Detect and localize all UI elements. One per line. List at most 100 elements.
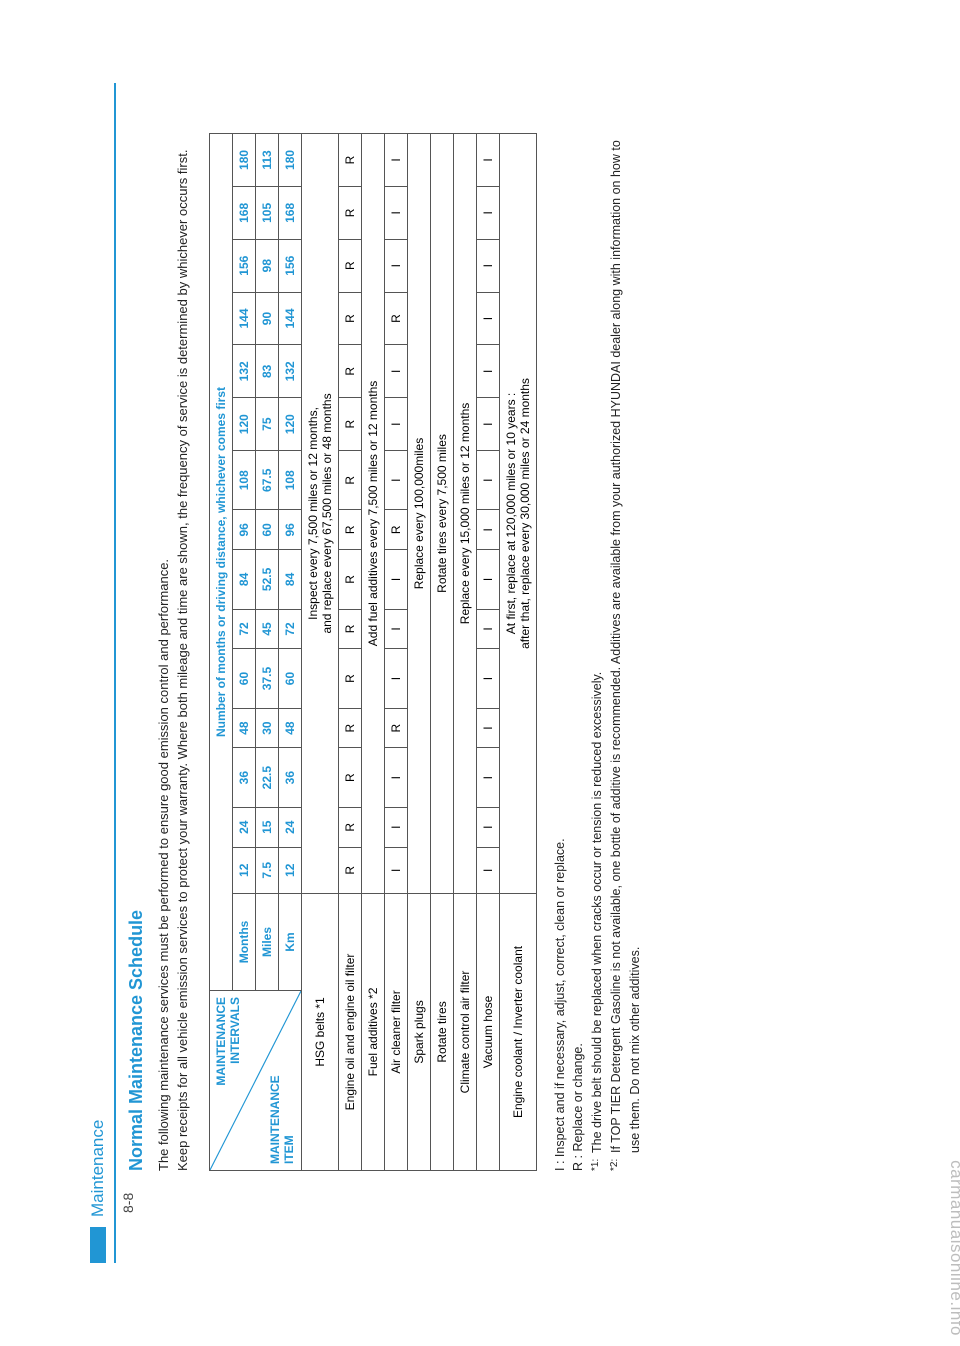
footnote-1: *1: The drive belt should be replaced wh… bbox=[588, 133, 607, 1171]
cell: I bbox=[476, 510, 499, 550]
cell: I bbox=[476, 134, 499, 187]
cell: I bbox=[384, 847, 407, 893]
cell: R bbox=[338, 239, 361, 292]
footnote-2-sup: *2: bbox=[607, 1153, 645, 1171]
hdr-months-13: 168 bbox=[232, 186, 255, 239]
maintenance-item: Climate control air filter bbox=[453, 893, 476, 1170]
hdr-months-11: 144 bbox=[232, 292, 255, 345]
hdr-miles-2: 22.5 bbox=[255, 748, 278, 807]
table-row: Climate control air filterReplace every … bbox=[453, 134, 476, 1171]
hdr-km-10: 132 bbox=[278, 345, 301, 398]
cell: R bbox=[338, 609, 361, 649]
footnote-2: *2: If TOP TIER Detergent Gasoline is no… bbox=[607, 133, 645, 1171]
cell: R bbox=[338, 748, 361, 807]
hdr-miles-14: 113 bbox=[255, 134, 278, 187]
hdr-km-3: 48 bbox=[278, 708, 301, 748]
row-span-text: Replace every 100,000miles bbox=[407, 134, 430, 894]
cell: R bbox=[338, 708, 361, 748]
cell: I bbox=[476, 398, 499, 451]
maintenance-item: Vacuum hose bbox=[476, 893, 499, 1170]
cell: I bbox=[384, 807, 407, 847]
hdr-km-7: 96 bbox=[278, 510, 301, 550]
hdr-miles-9: 75 bbox=[255, 398, 278, 451]
cell: I bbox=[476, 807, 499, 847]
hdr-miles-1: 15 bbox=[255, 807, 278, 847]
hdr-km-8: 108 bbox=[278, 451, 301, 510]
cell: R bbox=[338, 550, 361, 609]
intro-line-1: The following maintenance services must … bbox=[156, 559, 171, 1171]
hdr-miles-0: 7.5 bbox=[255, 847, 278, 893]
hdr-miles-11: 90 bbox=[255, 292, 278, 345]
maintenance-item: HSG belts *1 bbox=[301, 893, 338, 1170]
footnote-2-text: If TOP TIER Detergent Gasoline is not av… bbox=[607, 133, 645, 1153]
cell: R bbox=[338, 807, 361, 847]
cell: R bbox=[338, 345, 361, 398]
cell: R bbox=[338, 510, 361, 550]
cell: R bbox=[338, 451, 361, 510]
hdr-km-1: 24 bbox=[278, 807, 301, 847]
cell: I bbox=[384, 186, 407, 239]
cell: I bbox=[384, 398, 407, 451]
maintenance-item: Rotate tires bbox=[430, 893, 453, 1170]
hdr-months-10: 132 bbox=[232, 345, 255, 398]
row-span-text: Rotate tires every 7,500 miles bbox=[430, 134, 453, 894]
maintenance-item: Fuel additives *2 bbox=[361, 893, 384, 1170]
cell: I bbox=[384, 239, 407, 292]
header-title: Maintenance bbox=[88, 1120, 108, 1217]
cell: R bbox=[338, 398, 361, 451]
hdr-months-9: 120 bbox=[232, 398, 255, 451]
watermark: carmanualsonline.info bbox=[946, 1160, 960, 1336]
page-header: Maintenance bbox=[80, 83, 116, 1263]
unit-label-months: Months bbox=[232, 893, 255, 990]
table-row: Engine coolant / Inverter coolantAt firs… bbox=[499, 134, 536, 1171]
super-header: Number of months or driving distance, wh… bbox=[209, 134, 232, 991]
cell: R bbox=[384, 708, 407, 748]
row-span-text: Add fuel additives every 7,500 miles or … bbox=[361, 134, 384, 894]
hdr-km-14: 180 bbox=[278, 134, 301, 187]
hdr-miles-5: 45 bbox=[255, 609, 278, 649]
maintenance-item: Engine oil and engine oil filter bbox=[338, 893, 361, 1170]
cell: I bbox=[384, 609, 407, 649]
cell: I bbox=[476, 748, 499, 807]
maintenance-item: Engine coolant / Inverter coolant bbox=[499, 893, 536, 1170]
hdr-months-4: 60 bbox=[232, 649, 255, 708]
hdr-km-6: 84 bbox=[278, 550, 301, 609]
cell: I bbox=[476, 847, 499, 893]
hdr-km-2: 36 bbox=[278, 748, 301, 807]
unit-label-miles: Miles bbox=[255, 893, 278, 990]
cell: I bbox=[476, 708, 499, 748]
hdr-miles-13: 105 bbox=[255, 186, 278, 239]
hdr-months-2: 36 bbox=[232, 748, 255, 807]
cell: R bbox=[384, 292, 407, 345]
hdr-miles-10: 83 bbox=[255, 345, 278, 398]
section-title: Normal Maintenance Schedule bbox=[126, 133, 147, 1171]
cell: I bbox=[476, 609, 499, 649]
hdr-km-9: 120 bbox=[278, 398, 301, 451]
cell: I bbox=[476, 186, 499, 239]
footnote-1-sup: *1: bbox=[588, 1153, 607, 1171]
hdr-months-8: 108 bbox=[232, 451, 255, 510]
hdr-miles-6: 52.5 bbox=[255, 550, 278, 609]
cell: I bbox=[384, 345, 407, 398]
table-row: Vacuum hoseIIIIIIIIIIIIIII bbox=[476, 134, 499, 1171]
cell: R bbox=[338, 134, 361, 187]
cell: R bbox=[338, 292, 361, 345]
hdr-km-4: 60 bbox=[278, 649, 301, 708]
diag-bottom-label: MAINTENANCEITEM bbox=[268, 1075, 297, 1164]
page-number: 8-8 bbox=[120, 1193, 136, 1213]
maintenance-table: MAINTENANCEINTERVALSMAINTENANCEITEMNumbe… bbox=[209, 133, 537, 1171]
row-span-text: Inspect every 7,500 miles or 12 months,a… bbox=[301, 134, 338, 894]
table-row: Rotate tiresRotate tires every 7,500 mil… bbox=[430, 134, 453, 1171]
cell: I bbox=[476, 239, 499, 292]
table-row: Air cleaner filterIIIRIIIRIIIRIII bbox=[384, 134, 407, 1171]
hdr-km-0: 12 bbox=[278, 847, 301, 893]
hdr-months-0: 12 bbox=[232, 847, 255, 893]
header-accent-block bbox=[90, 1227, 106, 1263]
cell: I bbox=[476, 550, 499, 609]
cell: I bbox=[384, 748, 407, 807]
hdr-miles-12: 98 bbox=[255, 239, 278, 292]
intro-line-2: Keep receipts for all vehicle emission s… bbox=[175, 150, 190, 1171]
hdr-months-12: 156 bbox=[232, 239, 255, 292]
hdr-miles-4: 37.5 bbox=[255, 649, 278, 708]
hdr-miles-7: 60 bbox=[255, 510, 278, 550]
